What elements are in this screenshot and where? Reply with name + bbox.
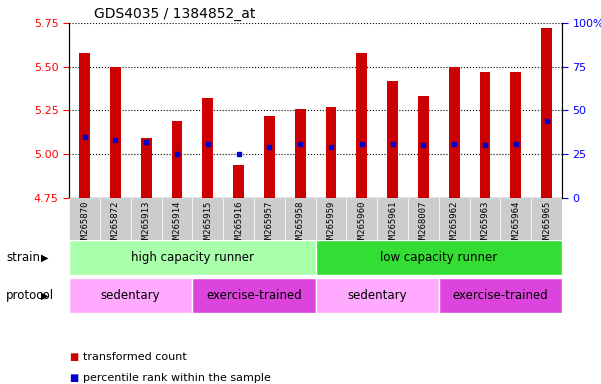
Bar — [233, 165, 244, 198]
Bar — [285, 198, 316, 265]
Text: GSM265962: GSM265962 — [450, 201, 459, 250]
Text: ▶: ▶ — [41, 291, 48, 301]
Text: GSM265964: GSM265964 — [511, 201, 520, 250]
Bar — [316, 278, 439, 313]
Bar — [500, 198, 531, 265]
Bar — [469, 198, 500, 265]
Bar — [79, 53, 90, 198]
Text: GSM265961: GSM265961 — [388, 201, 397, 250]
Bar — [480, 72, 490, 198]
Bar — [100, 198, 130, 265]
Bar — [264, 116, 275, 198]
Text: GSM265958: GSM265958 — [296, 201, 305, 250]
Text: exercise-trained: exercise-trained — [453, 289, 548, 302]
Text: GSM265870: GSM265870 — [80, 201, 89, 250]
Bar — [408, 198, 439, 265]
Bar — [131, 198, 162, 265]
Text: GSM265960: GSM265960 — [357, 201, 366, 250]
Text: ■: ■ — [69, 352, 78, 362]
Text: GSM265872: GSM265872 — [111, 201, 120, 250]
Bar — [316, 198, 346, 265]
Text: ▶: ▶ — [41, 252, 48, 262]
Bar — [223, 198, 254, 265]
Bar — [69, 198, 100, 265]
Text: GSM265965: GSM265965 — [542, 201, 551, 250]
Bar — [439, 198, 469, 265]
Bar — [316, 240, 562, 275]
Text: sedentary: sedentary — [347, 289, 407, 302]
Bar — [531, 198, 562, 265]
Text: GSM265957: GSM265957 — [265, 201, 274, 250]
Bar — [377, 198, 408, 265]
Text: GSM265914: GSM265914 — [172, 201, 182, 250]
Bar — [510, 72, 521, 198]
Bar — [110, 67, 121, 198]
Bar — [162, 198, 192, 265]
Bar — [439, 278, 562, 313]
Text: high capacity runner: high capacity runner — [131, 251, 254, 264]
Bar — [69, 240, 316, 275]
Text: GSM265963: GSM265963 — [480, 201, 489, 250]
Text: GSM265959: GSM265959 — [326, 201, 335, 250]
Text: GSM265915: GSM265915 — [203, 201, 212, 250]
Bar — [294, 109, 305, 198]
Bar — [254, 198, 285, 265]
Text: sedentary: sedentary — [101, 289, 160, 302]
Text: percentile rank within the sample: percentile rank within the sample — [83, 373, 271, 383]
Bar — [418, 96, 429, 198]
Text: GSM265913: GSM265913 — [142, 201, 151, 250]
Text: exercise-trained: exercise-trained — [206, 289, 302, 302]
Bar — [192, 198, 223, 265]
Bar — [69, 278, 192, 313]
Bar — [387, 81, 398, 198]
Text: ■: ■ — [69, 373, 78, 383]
Text: GDS4035 / 1384852_at: GDS4035 / 1384852_at — [94, 7, 255, 21]
Bar — [356, 53, 367, 198]
Bar — [171, 121, 182, 198]
Bar — [192, 278, 316, 313]
Text: GSM265916: GSM265916 — [234, 201, 243, 250]
Bar — [449, 67, 460, 198]
Text: GSM268007: GSM268007 — [419, 201, 428, 250]
Text: protocol: protocol — [6, 289, 54, 302]
Text: low capacity runner: low capacity runner — [380, 251, 498, 264]
Bar — [541, 28, 552, 198]
Bar — [346, 198, 377, 265]
Text: strain: strain — [6, 251, 40, 264]
Bar — [141, 138, 151, 198]
Text: transformed count: transformed count — [83, 352, 187, 362]
Bar — [326, 107, 337, 198]
Bar — [203, 98, 213, 198]
